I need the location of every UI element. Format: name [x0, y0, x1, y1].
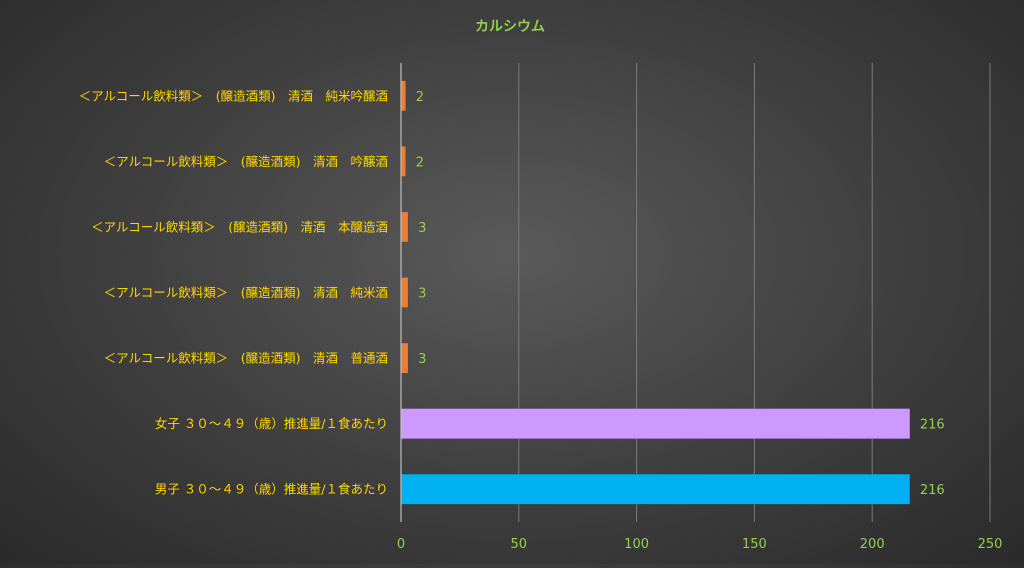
x-tick-label: 50	[511, 537, 528, 552]
bar	[400, 473, 911, 505]
category-label: ＜アルコール飲料類＞ (醸造酒類) 清酒 普通酒	[104, 351, 388, 366]
bar	[400, 342, 409, 374]
chart-title: カルシウム	[475, 19, 545, 35]
bars	[400, 80, 911, 505]
bar	[400, 80, 406, 112]
category-label: 女子 ３０～４９（歳）推進量/１食あたり	[155, 416, 388, 431]
data-label: 2	[416, 90, 424, 105]
category-label: ＜アルコール飲料類＞ (醸造酒類) 清酒 吟醸酒	[104, 154, 388, 169]
x-tick-label: 0	[397, 537, 405, 552]
bar	[400, 277, 409, 308]
x-axis-tick-labels: 0 50 100 150 200 250	[397, 537, 1003, 552]
bar	[400, 211, 409, 243]
data-label: 2	[416, 155, 424, 170]
bar	[400, 408, 911, 439]
x-tick-label: 250	[978, 537, 1003, 552]
data-labels: 2 2 3 3 3 216 216	[416, 90, 945, 498]
bar	[400, 146, 406, 177]
data-label: 3	[418, 352, 426, 367]
x-tick-label: 150	[742, 537, 767, 552]
data-label: 3	[418, 221, 426, 236]
gridlines	[518, 63, 991, 522]
data-label: 216	[920, 483, 945, 498]
category-labels: ＜アルコール飲料類＞ (醸造酒類) 清酒 純米吟醸酒 ＜アルコール飲料類＞ (醸造…	[79, 88, 388, 496]
category-label: ＜アルコール飲料類＞ (醸造酒類) 清酒 純米吟醸酒	[79, 88, 388, 103]
x-tick-label: 200	[860, 537, 885, 552]
x-tick-label: 100	[624, 537, 649, 552]
data-label: 216	[920, 418, 945, 433]
category-label: 男子 ３０～４９（歳）推進量/１食あたり	[155, 482, 388, 497]
category-label: ＜アルコール飲料類＞ (醸造酒類) 清酒 純米酒	[104, 285, 388, 300]
data-label: 3	[418, 287, 426, 302]
category-label: ＜アルコール飲料類＞ (醸造酒類) 清酒 本醸造酒	[91, 219, 388, 234]
